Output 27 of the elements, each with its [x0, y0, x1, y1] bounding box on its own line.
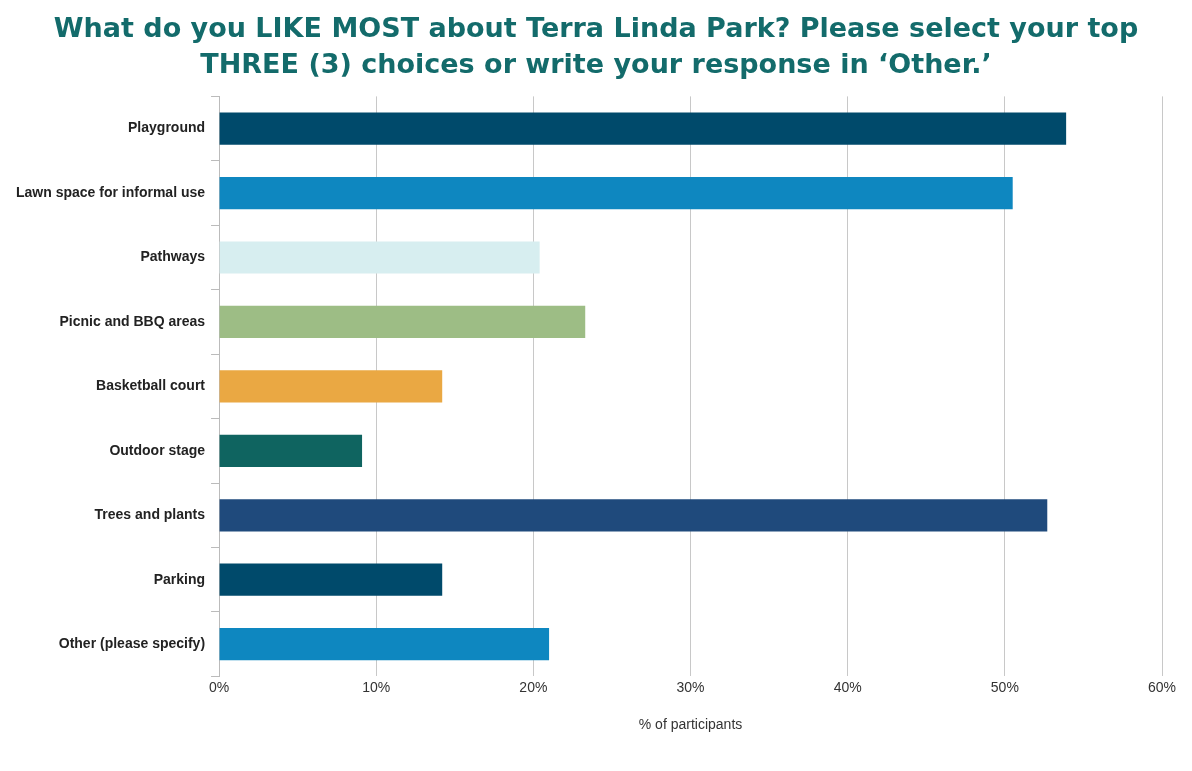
bar	[219, 563, 443, 596]
x-tick-label: 30%	[676, 678, 705, 695]
x-axis-title: % of participants	[638, 716, 743, 733]
bar	[219, 370, 443, 403]
bar	[219, 499, 1048, 532]
bar	[219, 628, 550, 661]
y-tick-label: Pathways	[140, 248, 206, 265]
y-tick-label: Picnic and BBQ areas	[59, 312, 206, 329]
x-tick-label: 60%	[1147, 678, 1177, 695]
y-tick-label: Outdoor stage	[109, 441, 206, 458]
y-tick-label: Lawn space for informal use	[15, 183, 206, 200]
y-tick-label: Other (please specify)	[58, 635, 206, 652]
y-tick-label: Basketball court	[96, 377, 206, 394]
y-tick-label: Playground	[128, 119, 206, 136]
y-tick-label: Trees and plants	[94, 506, 206, 523]
x-tick-label: 20%	[519, 678, 548, 695]
bar	[219, 305, 586, 339]
bar	[219, 241, 540, 274]
chart-title: What do you LIKE MOST about Terra Linda Park? Please select your top THREE (3) choices or write your response in ‘Other.’	[52, 11, 1140, 81]
bar	[219, 112, 1067, 145]
x-tick-label: 0%	[208, 678, 230, 695]
x-tick-label: 10%	[362, 678, 391, 695]
y-tick-label: Parking	[153, 570, 206, 587]
x-tick-label: 40%	[833, 678, 862, 695]
bar	[219, 434, 363, 467]
bar	[219, 176, 1013, 210]
x-tick-label: 50%	[990, 678, 1019, 695]
